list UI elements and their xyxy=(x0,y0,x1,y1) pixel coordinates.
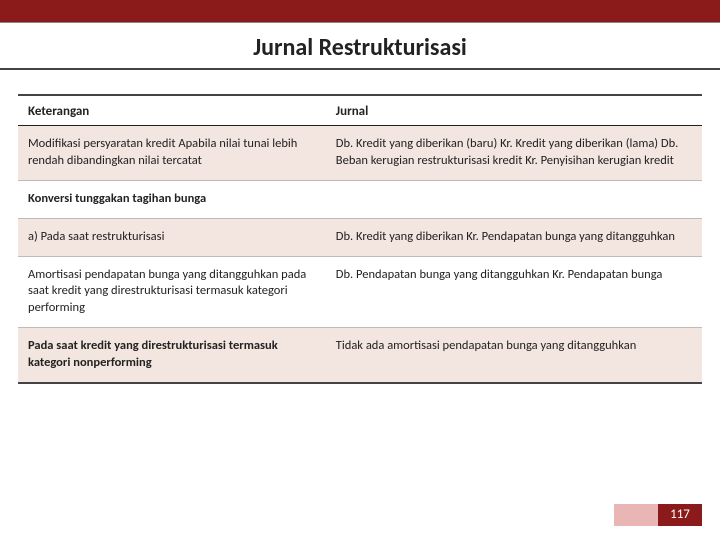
header-keterangan: Keterangan xyxy=(18,95,326,126)
table-row: Amortisasi pendapatan bunga yang ditangg… xyxy=(18,256,702,328)
header-jurnal: Jurnal xyxy=(326,95,702,126)
table-header-row: Keterangan Jurnal xyxy=(18,95,702,126)
header-bar xyxy=(0,0,720,22)
cell-jurnal: Db. Kredit yang diberikan Kr. Pendapatan… xyxy=(326,218,702,256)
cell-jurnal xyxy=(326,180,702,218)
page-footer: 117 xyxy=(614,504,702,526)
table-container: Keterangan Jurnal Modifikasi persyaratan… xyxy=(0,70,720,384)
page-title: Jurnal Restrukturisasi xyxy=(0,33,720,62)
cell-jurnal: Tidak ada amortisasi pendapatan bunga ya… xyxy=(326,328,702,383)
page-number: 117 xyxy=(658,504,702,526)
cell-keterangan: Konversi tunggakan tagihan bunga xyxy=(18,180,326,218)
cell-keterangan: Modifikasi persyaratan kredit Apabila ni… xyxy=(18,126,326,181)
title-area: Jurnal Restrukturisasi xyxy=(0,22,720,70)
journal-table: Keterangan Jurnal Modifikasi persyaratan… xyxy=(18,94,702,384)
table-row: Pada saat kredit yang direstrukturisasi … xyxy=(18,328,702,383)
cell-keterangan: a) Pada saat restrukturisasi xyxy=(18,218,326,256)
footer-accent xyxy=(614,504,658,526)
cell-jurnal: Db. Pendapatan bunga yang ditangguhkan K… xyxy=(326,256,702,328)
table-row: Modifikasi persyaratan kredit Apabila ni… xyxy=(18,126,702,181)
cell-jurnal: Db. Kredit yang diberikan (baru) Kr. Kre… xyxy=(326,126,702,181)
cell-keterangan: Amortisasi pendapatan bunga yang ditangg… xyxy=(18,256,326,328)
cell-keterangan: Pada saat kredit yang direstrukturisasi … xyxy=(18,328,326,383)
table-row: Konversi tunggakan tagihan bunga xyxy=(18,180,702,218)
table-row: a) Pada saat restrukturisasi Db. Kredit … xyxy=(18,218,702,256)
